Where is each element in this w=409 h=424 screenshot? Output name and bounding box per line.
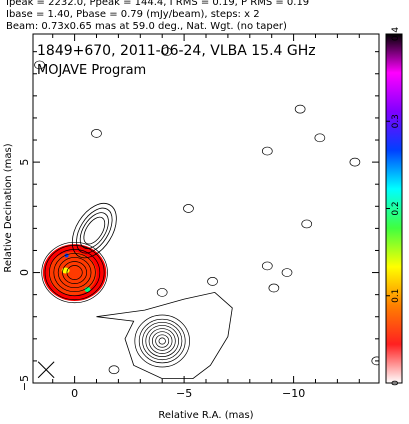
noise-contour (159, 383, 169, 391)
noise-contour (301, 219, 313, 229)
noise-contour (91, 129, 102, 138)
jet-contour (76, 207, 113, 254)
jet-contour (79, 212, 109, 249)
y-tick-label: 0 (18, 269, 31, 276)
component-contour (145, 325, 179, 357)
component-contour (134, 314, 190, 368)
noise-contour (161, 47, 172, 57)
component-contour (142, 321, 183, 361)
core-contour (41, 241, 108, 304)
core-contour (49, 249, 101, 297)
component-outer-contour (96, 291, 233, 379)
noise-contour (183, 204, 194, 213)
x-tick-label: −5 (176, 387, 192, 400)
header-line-3: Beam: 0.73x0.65 mas at 59.0 deg., Nat. W… (6, 21, 287, 32)
core-contour (62, 261, 88, 284)
x-axis-label: Relative R.A. (mas) (158, 410, 253, 421)
jet-contour (83, 216, 106, 245)
component-contour (148, 328, 176, 354)
colorbar-tick-label: 0.3 (391, 114, 401, 128)
noise-contour (268, 283, 280, 293)
noise-contour (294, 104, 306, 114)
y-axis-label: Relative Decination (mas) (3, 143, 14, 272)
core-contour (66, 265, 83, 280)
core-contour (57, 257, 92, 289)
y-tick-label: −5 (18, 375, 31, 391)
noise-contour (281, 268, 293, 277)
jet-contour (71, 203, 117, 259)
noise-contour (261, 146, 273, 156)
x-tick-label: −10 (282, 387, 305, 400)
beam-marker (37, 361, 55, 379)
core-contour (53, 253, 96, 293)
core-contour (44, 245, 105, 301)
colorbar-tick-label: 0.1 (391, 289, 401, 303)
header-line-2: Ibase = 1.40, Pbase = 0.79 (mJy/beam), s… (6, 9, 260, 20)
component-contour (138, 318, 186, 364)
noise-contour (203, 17, 213, 25)
component-contour (158, 337, 166, 345)
colorbar-tick-label: 0.2 (391, 201, 401, 215)
component-contour (151, 331, 173, 351)
map-subtitle: MOJAVE Program (37, 63, 146, 78)
map-title: 1849+670, 2011-06-24, VLBA 15.4 GHz (37, 43, 316, 59)
noise-contour (108, 365, 120, 375)
noise-contour (207, 277, 218, 286)
x-tick-label: 0 (71, 387, 78, 400)
noise-contour (314, 133, 326, 143)
y-tick-label: 5 (18, 159, 31, 166)
noise-contour (371, 356, 379, 366)
noise-contour (261, 261, 273, 271)
plot-frame (32, 33, 380, 384)
colorbar-tick-label: 0.4 (391, 27, 401, 42)
noise-contour (34, 60, 45, 70)
noise-contour (349, 157, 361, 167)
noise-contour (156, 288, 168, 297)
colorbar-tick-label: 0 (391, 380, 401, 386)
component-contour (155, 334, 170, 348)
header-line-1: Ipeak = 2232.0, Ppeak = 144.4, I RMS = 0… (6, 0, 310, 8)
